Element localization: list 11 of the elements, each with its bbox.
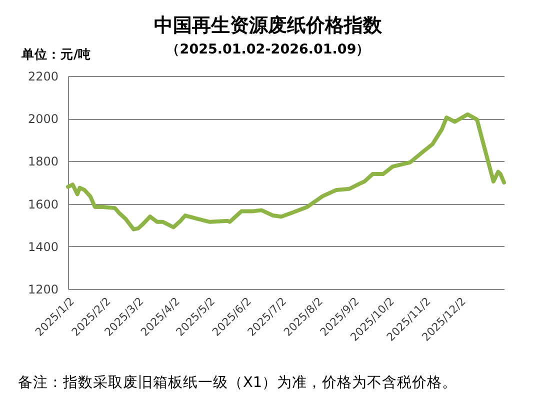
text: 备注：指数采取废旧箱板纸一级（X1）为准，价格为不含税价格。 [18,374,458,391]
y-axis-title: 单位：元/吨 [20,46,92,62]
y-tick-label: 1200 [28,282,58,296]
y-tick-label: 1600 [28,197,58,212]
y-tick-label: 2200 [28,70,58,84]
y-tick-label: 1400 [28,240,58,254]
y-tick-label: 2000 [28,112,58,126]
line-series [66,112,506,232]
chart-title: 中国再生资源废纸价格指数 [154,14,383,36]
y-tick-label: 1800 [28,154,58,169]
chart-subtitle: （2025.01.02-2026.01.09） [166,42,370,58]
